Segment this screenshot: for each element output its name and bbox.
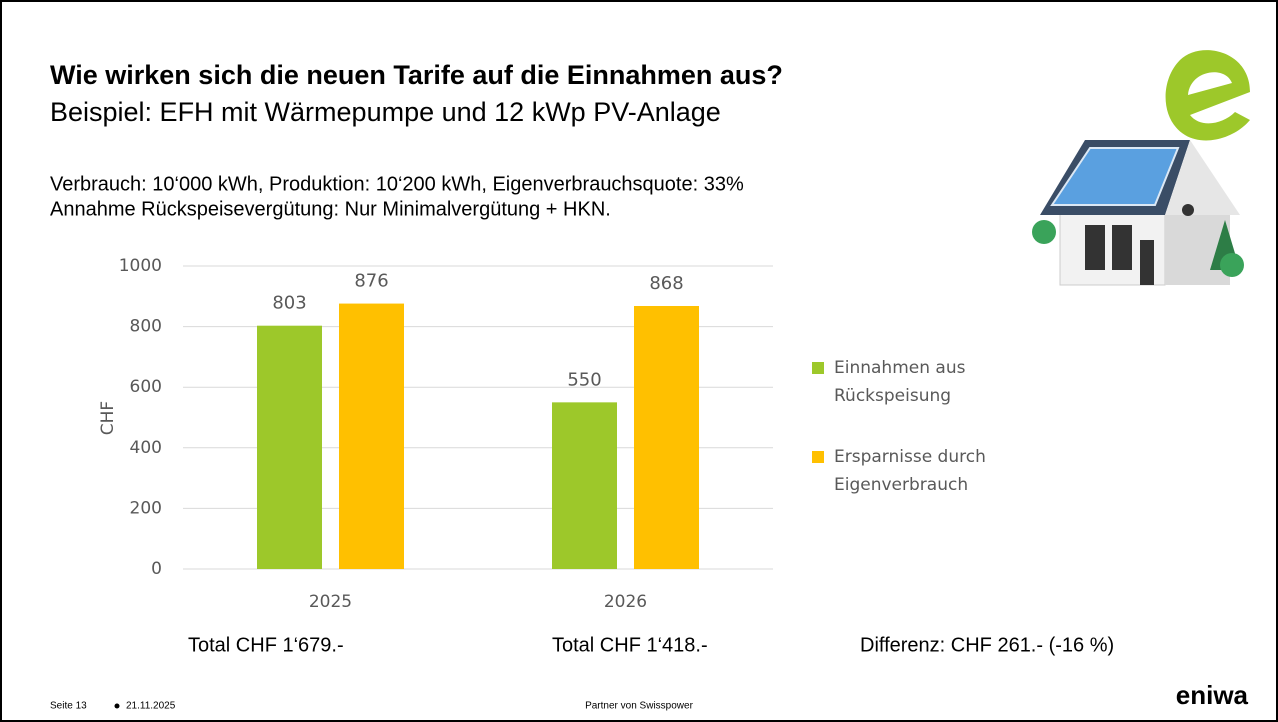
data-label: 868 — [649, 273, 683, 294]
legend-entry: Ersparnisse durch Eigenverbrauch — [812, 443, 1024, 499]
legend-swatch — [812, 362, 824, 374]
y-tick-label: 400 — [130, 438, 162, 458]
bar — [552, 402, 617, 569]
difference-text: Differenz: CHF 261.- (-16 %) — [860, 634, 1114, 656]
slide-subtitle: Beispiel: EFH mit Wärmepumpe und 12 kWp … — [50, 97, 721, 127]
brand-logo — [1165, 50, 1250, 141]
x-tick-label: 2025 — [309, 592, 352, 612]
bar — [634, 305, 699, 569]
info-line: Annahme Rückspeisevergütung: Nur Minimal… — [50, 198, 611, 220]
total-text: Total CHF 1‘679.- — [188, 634, 344, 656]
y-tick-label: 200 — [130, 498, 162, 518]
footer-partner: Partner von Swisspower — [585, 701, 693, 712]
x-tick-label: 2026 — [604, 592, 647, 612]
footer-logo: eniwa — [1176, 680, 1249, 710]
slide-title: Wie wirken sich die neuen Tarife auf die… — [50, 60, 783, 90]
legend-text: Einnahmen aus Rückspeisung — [834, 358, 966, 406]
footer-bullet — [114, 703, 120, 709]
y-tick-label: 0 — [151, 559, 162, 579]
total-text: Total CHF 1‘418.- — [552, 634, 708, 656]
data-label: 876 — [354, 271, 388, 292]
legend-swatch — [812, 451, 824, 463]
y-tick-label: 800 — [130, 317, 162, 337]
bar — [339, 303, 404, 569]
y-tick-label: 600 — [130, 377, 162, 397]
y-tick-label: 1000 — [119, 256, 162, 276]
legend-entry: Einnahmen aus Rückspeisung — [812, 354, 1024, 410]
y-axis-label: CHF — [98, 401, 118, 435]
footer-page: Seite 13 — [50, 701, 87, 712]
data-label: 550 — [567, 369, 601, 390]
bar — [257, 325, 322, 569]
info-line: Verbrauch: 10‘000 kWh, Produktion: 10‘20… — [50, 173, 744, 195]
footer-date: 21.11.2025 — [126, 701, 176, 712]
house-illustration — [1032, 140, 1244, 286]
legend-text: Ersparnisse durch Eigenverbrauch — [834, 447, 986, 495]
data-label: 803 — [272, 293, 306, 314]
